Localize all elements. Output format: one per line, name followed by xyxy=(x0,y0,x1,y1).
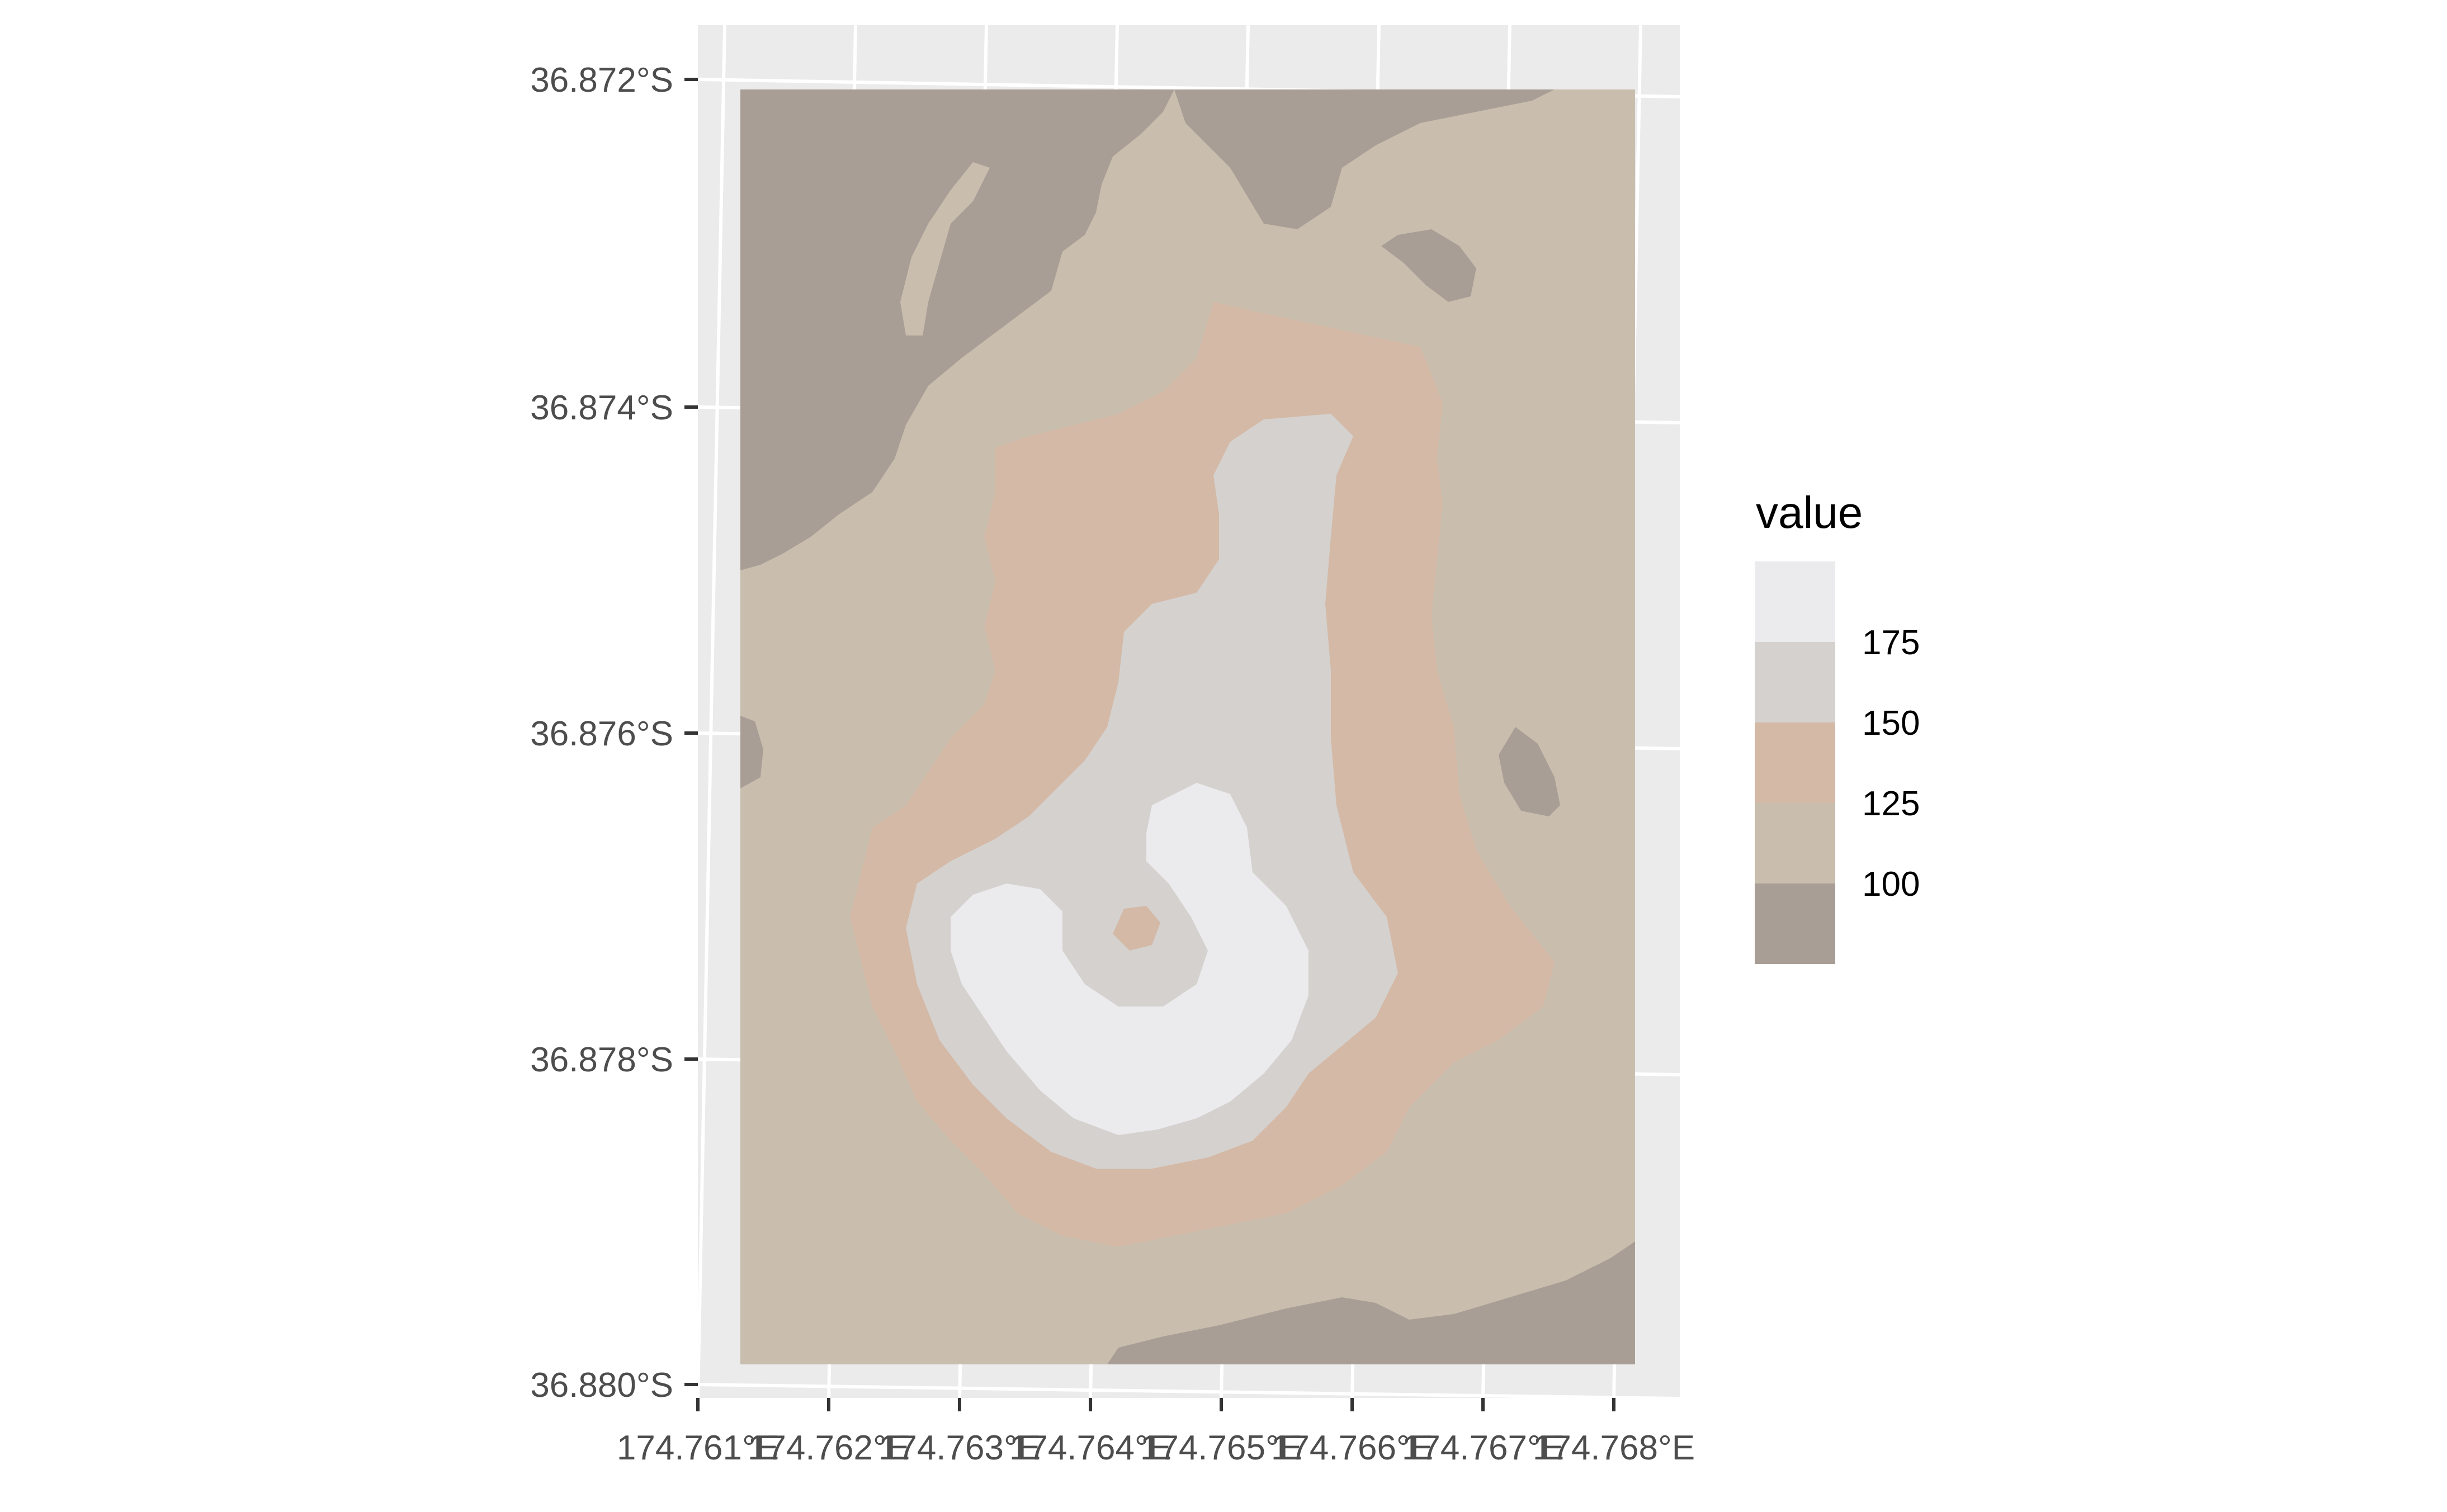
y-tick-labels: 36.872°S 36.874°S 36.876°S 36.878°S 36.8… xyxy=(530,61,673,1405)
x-tick-label: 174.765°E xyxy=(1140,1429,1302,1467)
legend-swatch xyxy=(1755,803,1835,883)
legend-swatch xyxy=(1755,561,1835,642)
y-tick-label: 36.874°S xyxy=(530,389,673,427)
x-tick-label: 174.764°E xyxy=(1009,1429,1171,1467)
legend-label: 150 xyxy=(1862,704,1920,743)
raster-level-gt175 xyxy=(951,783,1308,1135)
raster-level-lt100-blob2 xyxy=(1499,727,1560,816)
raster-level-100-125-stripe xyxy=(900,162,990,336)
y-tick-label: 36.876°S xyxy=(530,715,673,753)
legend-swatch xyxy=(1755,883,1835,964)
y-axis xyxy=(684,78,698,1386)
x-tick-label: 174.762°E xyxy=(748,1429,910,1467)
raster-level-lt100-leftedge xyxy=(740,716,763,788)
legend-swatch xyxy=(1755,642,1835,722)
raster-level-lt100-bottom xyxy=(1107,1241,1635,1364)
gridline-lon-174.761 xyxy=(696,25,726,1398)
y-tick-label: 36.872°S xyxy=(530,61,673,100)
x-tick-label: 174.761°E xyxy=(617,1429,779,1467)
raster-level-lt100-topmid xyxy=(1174,89,1555,229)
legend-label: 125 xyxy=(1862,785,1920,823)
y-tick-label: 36.878°S xyxy=(530,1041,673,1079)
legend-label: 175 xyxy=(1862,623,1920,662)
x-tick-label: 174.768°E xyxy=(1533,1429,1695,1467)
legend-swatch xyxy=(1755,722,1835,803)
raster-level-125-150-spot xyxy=(1113,906,1160,951)
raster-level-lt100-topleft xyxy=(740,89,1174,570)
x-tick-label: 174.766°E xyxy=(1271,1429,1433,1467)
x-tick-label: 174.767°E xyxy=(1402,1429,1564,1467)
x-tick-labels: 174.761°E 174.762°E 174.763°E 174.764°E … xyxy=(617,1429,1695,1467)
gridline-lat-36.880 xyxy=(697,1383,1680,1400)
x-axis xyxy=(696,1398,1615,1411)
legend: value 175 150 125 100 xyxy=(1755,488,1920,964)
legend-label: 100 xyxy=(1862,865,1920,904)
y-tick-label: 36.880°S xyxy=(530,1366,673,1405)
legend-title: value xyxy=(1756,488,1863,537)
raster-level-lt100-blob1 xyxy=(1381,229,1476,302)
x-tick-label: 174.763°E xyxy=(878,1429,1041,1467)
raster-field xyxy=(740,89,1635,1364)
